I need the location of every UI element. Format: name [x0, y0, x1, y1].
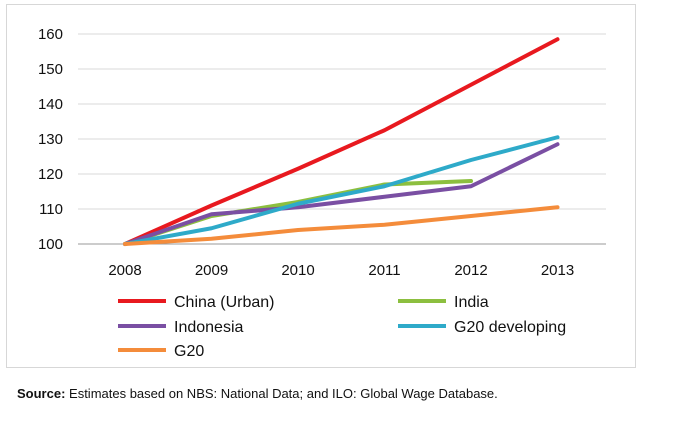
- x-tick-label: 2011: [368, 262, 400, 279]
- y-tick-label: 110: [39, 201, 63, 218]
- y-tick-label: 150: [38, 61, 63, 78]
- x-tick-label: 2013: [541, 262, 574, 279]
- y-tick-label: 160: [38, 26, 63, 43]
- line-chart: 100 110 120 130 140 150 160 2008 2009 2010 2011 201…: [38, 26, 606, 360]
- y-tick-label: 100: [38, 236, 63, 253]
- source-text: Estimates based on NBS: National Data; a…: [65, 386, 498, 401]
- chart-frame: [6, 4, 636, 368]
- y-tick-label: 130: [38, 131, 63, 148]
- series-line: [123, 37, 560, 246]
- source-note: Source: Estimates based on NBS: National…: [17, 386, 498, 401]
- source-label: Source:: [17, 386, 66, 401]
- y-tick-label: 140: [38, 96, 63, 113]
- x-tick-label: 2009: [195, 262, 228, 279]
- legend-label: Indonesia: [174, 319, 243, 336]
- y-tick-label: 120: [38, 166, 63, 183]
- series-line: [123, 142, 560, 246]
- series-line: [123, 135, 560, 246]
- legend-label: China (Urban): [174, 294, 274, 311]
- legend-label: G20 developing: [454, 319, 566, 336]
- legend-label: India: [454, 294, 489, 311]
- x-tick-label: 2012: [454, 262, 487, 279]
- series-line: [123, 205, 560, 246]
- legend-label: G20: [174, 343, 204, 360]
- x-tick-label: 2008: [108, 262, 141, 279]
- x-tick-label: 2010: [281, 262, 314, 279]
